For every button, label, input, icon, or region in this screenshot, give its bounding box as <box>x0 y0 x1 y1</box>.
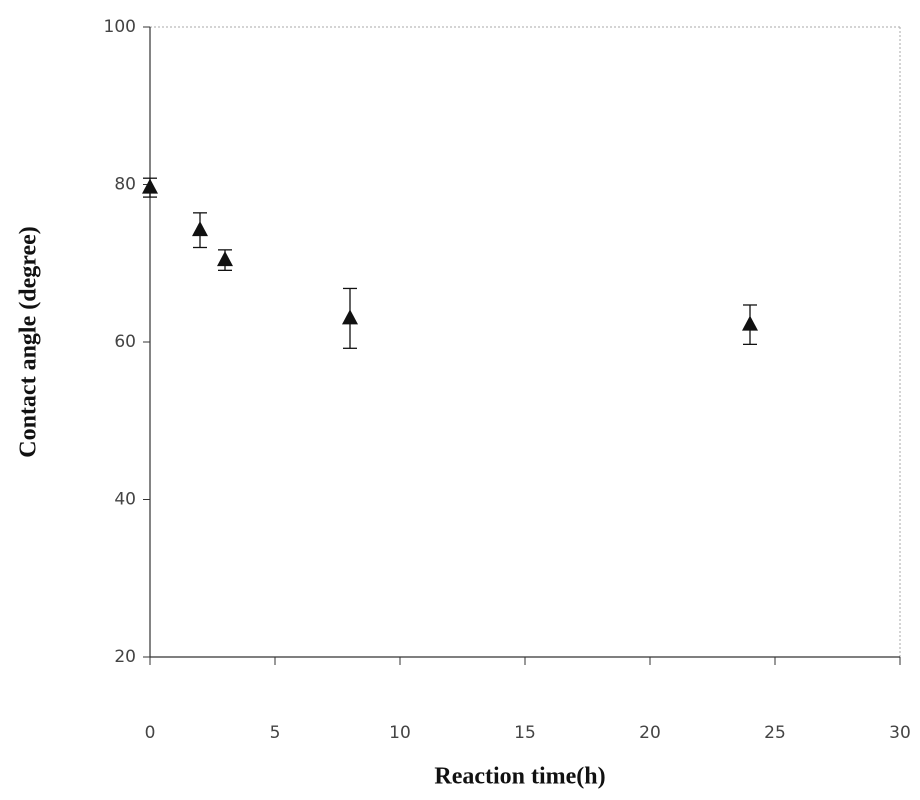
y-tick-label: 40 <box>114 490 136 510</box>
point <box>217 251 233 267</box>
x-tick-label: 30 <box>889 723 911 743</box>
x-tick-label: 25 <box>764 723 786 743</box>
y-tick-label: 80 <box>114 175 136 195</box>
y-tick-label: 60 <box>114 332 136 352</box>
y-tick-label: 20 <box>114 647 136 667</box>
x-tick-label: 10 <box>389 723 411 743</box>
y-axis-title: Contact angle (degree) <box>16 226 42 458</box>
point <box>142 178 158 194</box>
point <box>192 221 208 237</box>
y-tick-label: 100 <box>104 17 136 37</box>
x-tick-label: 5 <box>270 723 281 743</box>
point <box>342 309 358 325</box>
point <box>742 315 758 331</box>
x-tick-label: 15 <box>514 723 536 743</box>
x-tick-label: 0 <box>145 723 156 743</box>
x-tick-label: 20 <box>639 723 661 743</box>
x-axis-title: Reaction time(h) <box>434 764 605 790</box>
